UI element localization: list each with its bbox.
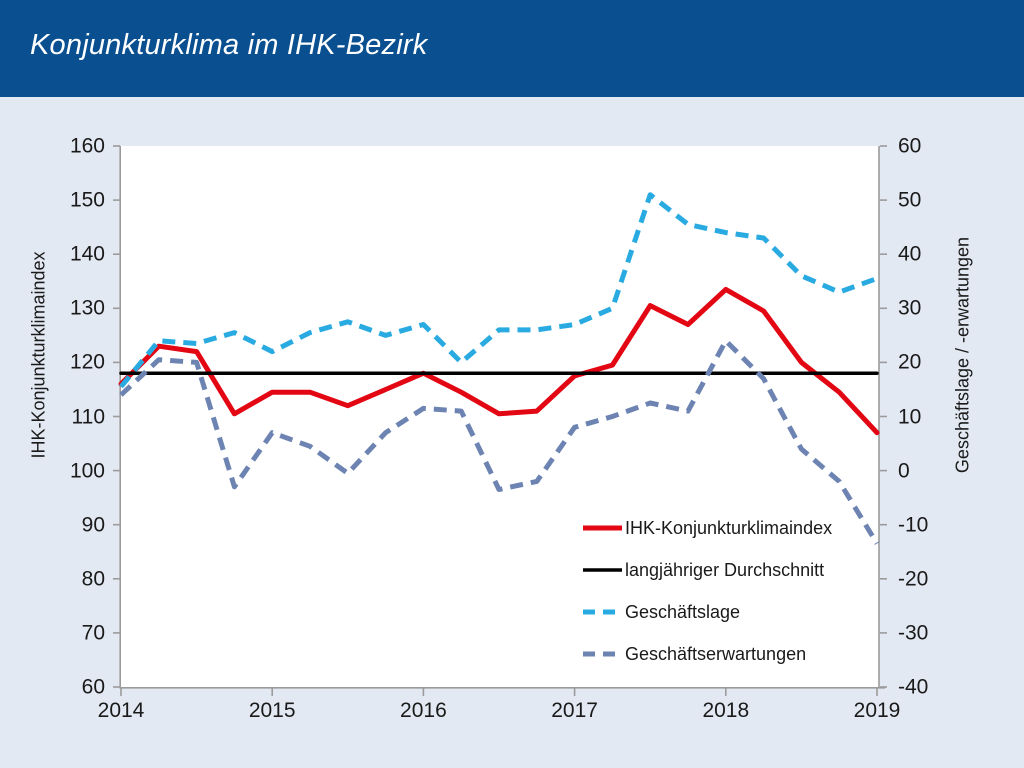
header-bar: Konjunkturklima im IHK-Bezirk — [0, 0, 1024, 97]
x-axis-tick-label: 2016 — [400, 699, 447, 722]
legend-item-geschäftslage: Geschäftslage — [583, 591, 832, 633]
legend-label: langjähriger Durchschnitt — [625, 559, 825, 580]
series-line-ihk-konjunkturklimaindex — [118, 286, 880, 436]
legend-label: IHK-Konjunkturklimaindex — [625, 517, 833, 538]
right-axis-tick-label: 40 — [898, 242, 922, 266]
legend-label: Geschäftslage — [625, 601, 741, 622]
left-axis-tick-label: 130 — [69, 296, 105, 320]
right-axis-tick-label: 0 — [898, 459, 910, 483]
series-line-geschäftslage — [119, 192, 878, 389]
plot-area — [121, 146, 879, 687]
right-axis-tick-label: -10 — [898, 513, 929, 537]
left-axis-tick-label: 160 — [69, 134, 105, 158]
right-axis-tick-label: -30 — [898, 621, 929, 645]
right-axis-tick-label: 60 — [898, 134, 922, 158]
left-axis-tick-label: 140 — [69, 242, 105, 266]
chart-legend: IHK-Konjunkturklimaindex langjähriger Dur… — [583, 507, 832, 675]
left-axis-tick-label: 80 — [81, 567, 105, 591]
legend-swatch-geschäftslage — [583, 609, 622, 615]
right-axis-tick-label: 20 — [898, 350, 922, 374]
right-axis-title: Geschäftslage / -erwartungen — [952, 236, 973, 474]
legend-swatch-langjähriger-durchschnitt — [583, 568, 622, 572]
legend-label: Geschäftserwartungen — [625, 643, 807, 664]
right-axis-tick-label: 10 — [898, 405, 922, 428]
left-axis-tick-label: 90 — [81, 513, 105, 537]
legend-swatch-geschäftserwartungen — [583, 651, 622, 657]
page-title: Konjunkturklima im IHK-Bezirk — [30, 29, 428, 61]
left-axis-tick-label: 120 — [69, 350, 105, 374]
left-axis-tick-label: 110 — [71, 405, 105, 428]
x-axis-tick-label: 2014 — [97, 699, 145, 722]
legend-item-geschäftserwartungen: Geschäftserwartungen — [583, 633, 832, 675]
x-axis-tick-label: 2019 — [853, 699, 901, 722]
right-axis-tick-label: -40 — [898, 675, 929, 699]
right-axis-tick-label: 50 — [898, 188, 922, 212]
right-axis-tick-label: -20 — [898, 567, 929, 591]
left-axis-tick-label: 60 — [81, 675, 105, 699]
right-axis-tick-label: 30 — [898, 296, 922, 320]
legend-item-langjähriger-durchschnitt: langjähriger Durchschnitt — [583, 549, 832, 591]
series-line-geschäftserwartungen — [119, 338, 880, 545]
left-axis-tick-label: 100 — [69, 459, 105, 483]
legend-item-ihk-konjunkturklimaindex: IHK-Konjunkturklimaindex — [583, 507, 832, 549]
x-axis-tick-label: 2015 — [248, 699, 296, 722]
left-axis-tick-label: 70 — [81, 621, 105, 645]
x-axis-tick-label: 2018 — [702, 699, 750, 722]
legend-swatch-ihk-konjunkturklimaindex — [583, 525, 622, 531]
x-axis-tick-label: 2017 — [551, 699, 598, 722]
left-axis-tick-label: 150 — [69, 188, 105, 212]
